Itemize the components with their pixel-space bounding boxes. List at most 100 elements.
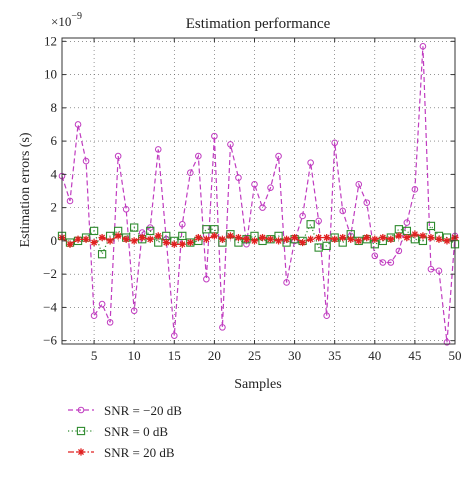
y-tick-label: 0 [51,233,58,248]
data-point [427,265,435,273]
tick-layer: 5 10 15 20 25 30 35 40 45 50 −6 −4 −2 0 2 4 6 8 10 12 [43,33,461,363]
data-point [187,169,194,177]
data-point [419,43,427,50]
data-point [106,319,114,326]
data-point [251,181,258,188]
data-point [306,220,315,229]
data-point [387,259,395,266]
data-point [130,307,138,315]
data-point [114,232,122,240]
chart-title: Estimation performance [186,16,331,32]
x-tick-label: 20 [208,348,221,363]
data-point [379,233,387,242]
data-point [307,235,315,243]
data-point [202,225,211,234]
data-point [395,247,403,255]
data-point [355,237,363,245]
data-point [363,199,371,206]
plot-frame [61,37,456,345]
x-tick-label: 10 [128,348,141,363]
data-point [323,312,330,320]
data-point [307,159,314,167]
data-point [82,235,90,243]
legend-label: SNR = 0 dB [104,424,168,439]
y-tick-label: 6 [51,133,58,148]
data-point [203,275,210,283]
data-point [274,237,283,245]
data-point [347,235,355,243]
data-point [371,252,379,260]
data-point [299,238,307,247]
data-point [90,312,98,320]
series-1 [58,43,459,346]
y-tick-label: 4 [51,166,58,181]
data-point [90,238,98,247]
data-point [259,204,266,211]
data-point [130,223,139,232]
data-point [66,197,74,205]
x-tick-label: 40 [368,348,381,363]
data-point [323,233,331,242]
data-point [106,237,114,245]
y-tick-label: 10 [44,67,57,82]
data-point [122,235,130,243]
data-point [443,339,451,346]
data-point [82,157,90,165]
data-point [331,139,338,147]
data-point [98,233,106,242]
data-point [138,233,146,242]
y-tick-label: −2 [43,266,57,281]
data-point [218,235,227,243]
legend-marker [77,448,85,456]
data-point [339,207,347,215]
data-point [178,231,187,241]
data-point [403,219,411,226]
data-point [210,232,218,240]
data-point [427,233,435,242]
data-point [74,121,82,128]
data-point [322,241,331,251]
data-point [146,235,154,243]
series-layer [57,43,460,346]
data-point [114,152,122,160]
data-point [234,233,243,242]
data-point [178,240,186,248]
data-point [339,233,347,242]
data-point [395,232,403,240]
y-axis-label: Estimation errors (s) [18,132,33,247]
y-exponent-power: −9 [71,11,82,22]
data-point [195,152,202,160]
data-point [379,259,387,266]
data-point [435,235,443,243]
data-point [130,237,138,245]
data-point [299,212,306,220]
data-point [363,233,371,242]
data-point [266,235,275,243]
data-point [146,226,155,236]
data-point [315,233,323,242]
data-point [226,232,235,240]
data-point [162,238,170,247]
data-point [170,240,178,248]
data-point [387,235,395,243]
legend-marker [77,406,85,414]
x-tick-label: 5 [91,348,98,363]
data-point [258,233,267,242]
legend-label: SNR = −20 dB [104,403,182,418]
x-tick-label: 50 [449,348,462,363]
y-tick-label: 12 [44,33,57,48]
data-point [170,332,178,339]
data-point [154,146,162,153]
y-tick-label: 8 [51,100,58,115]
grid [62,38,456,344]
legend: SNR = −20 dB SNR = 0 dB SNR = 20 dB [68,403,182,460]
data-point [411,230,419,238]
legend-label: SNR = 20 dB [104,445,175,460]
x-tick-label: 15 [168,348,181,363]
data-point [211,132,218,140]
data-point [275,152,282,160]
x-tick-label: 25 [248,348,261,363]
x-tick-label: 35 [328,348,341,363]
data-point [331,235,339,243]
